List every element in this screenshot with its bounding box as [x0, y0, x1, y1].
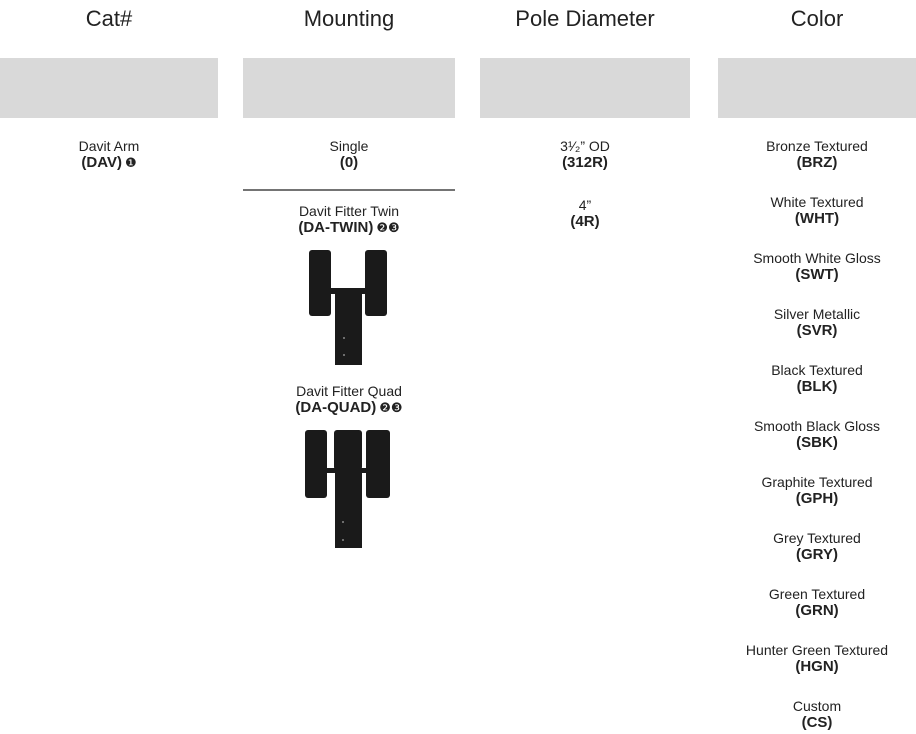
- option: White Textured (WHT): [708, 194, 916, 227]
- option-code: (312R): [562, 154, 608, 171]
- option-name: Graphite Textured: [761, 474, 873, 490]
- option-name: Single: [329, 138, 369, 154]
- option-code: (CS): [801, 714, 833, 731]
- option-code-line: (SVR): [708, 322, 916, 339]
- option-name: White Textured: [770, 194, 864, 210]
- option-code: (DA-QUAD): [295, 399, 377, 416]
- twin-fitter-image: [309, 250, 387, 365]
- option-name: Green Textured: [768, 586, 866, 602]
- option-code: (4R): [570, 213, 600, 230]
- option-code-line: (DA-QUAD) ❷❸: [233, 399, 465, 416]
- footnote-marker: ❷❸: [376, 220, 400, 235]
- header-box: [0, 58, 218, 118]
- option: Single (0): [233, 138, 465, 171]
- option-name: Grey Textured: [773, 530, 861, 546]
- option: Davit Arm (DAV) ❶: [0, 138, 228, 171]
- column-header: Mounting: [303, 6, 395, 31]
- column-header: Pole Diameter: [515, 6, 655, 31]
- option-code-line: (BRZ): [708, 154, 916, 171]
- option-code-line: (WHT): [708, 210, 916, 227]
- quad-fitter-image: [305, 430, 390, 548]
- option: Green Textured (GRN): [708, 586, 916, 619]
- option-name: 4”: [578, 197, 592, 213]
- option: Graphite Textured (GPH): [708, 474, 916, 507]
- option-name: Custom: [792, 698, 842, 714]
- option-code: (SVR): [796, 322, 838, 339]
- option-code-line: (HGN): [708, 658, 916, 675]
- option-code-line: (DAV) ❶: [0, 154, 228, 171]
- option-code-line: (GPH): [708, 490, 916, 507]
- option-name: Silver Metallic: [773, 306, 861, 322]
- option-code: (GRY): [796, 546, 838, 563]
- option-name: 3¹⁄₂” OD: [560, 138, 610, 154]
- option-code: (HGN): [795, 658, 839, 675]
- footnote-marker: ❶: [124, 155, 137, 170]
- option-name: Black Textured: [771, 362, 863, 378]
- option: Hunter Green Textured (HGN): [708, 642, 916, 675]
- option-code-line: (0): [233, 154, 465, 171]
- column-header: Cat#: [85, 6, 133, 31]
- option-code: (BRZ): [796, 154, 838, 171]
- option-code: (0): [339, 154, 359, 171]
- option-name: Smooth White Gloss: [753, 250, 881, 266]
- option-code: (GRN): [795, 602, 839, 619]
- option-code-line: (DA-TWIN) ❷❸: [233, 219, 465, 236]
- option-code-line: (312R): [470, 154, 700, 171]
- option-name: Davit Arm: [78, 138, 140, 154]
- option-code: (DA-TWIN): [298, 219, 374, 236]
- option-code: (WHT): [794, 210, 840, 227]
- option-code-line: (SBK): [708, 434, 916, 451]
- option-code: (BLK): [796, 378, 838, 395]
- option: 4” (4R): [470, 197, 700, 230]
- option: Smooth Black Gloss (SBK): [708, 418, 916, 451]
- header-box: [480, 58, 690, 118]
- option-code: (GPH): [795, 490, 839, 507]
- option-code-line: (GRN): [708, 602, 916, 619]
- footnote-marker: ❷❸: [379, 400, 403, 415]
- option-name: Hunter Green Textured: [745, 642, 889, 658]
- option-code-line: (BLK): [708, 378, 916, 395]
- option: Bronze Textured (BRZ): [708, 138, 916, 171]
- option: Silver Metallic (SVR): [708, 306, 916, 339]
- option-name: Davit Fitter Twin: [298, 203, 400, 219]
- option-code-line: (4R): [470, 213, 700, 230]
- option-name: Bronze Textured: [766, 138, 868, 154]
- option: Grey Textured (GRY): [708, 530, 916, 563]
- option-code-line: (GRY): [708, 546, 916, 563]
- option-name: Smooth Black Gloss: [753, 418, 881, 434]
- header-box: [718, 58, 916, 118]
- header-box: [243, 58, 455, 118]
- option: Davit Fitter Twin (DA-TWIN) ❷❸: [233, 203, 465, 236]
- option-code-line: (SWT): [708, 266, 916, 283]
- option-code-line: (CS): [708, 714, 916, 731]
- option: Smooth White Gloss (SWT): [708, 250, 916, 283]
- option-code: (SWT): [795, 266, 839, 283]
- option-code: (SBK): [796, 434, 838, 451]
- option: 3¹⁄₂” OD (312R): [470, 138, 700, 171]
- option: Custom (CS): [708, 698, 916, 731]
- option: Black Textured (BLK): [708, 362, 916, 395]
- option-code: (DAV): [81, 154, 122, 171]
- column-header: Color: [790, 6, 844, 31]
- option-name: Davit Fitter Quad: [296, 383, 402, 399]
- option: Davit Fitter Quad (DA-QUAD) ❷❸: [233, 383, 465, 416]
